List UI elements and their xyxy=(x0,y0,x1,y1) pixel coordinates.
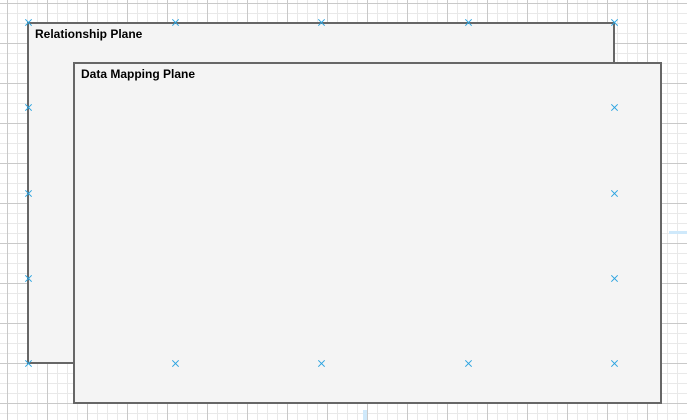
connection-point-icon[interactable] xyxy=(24,274,33,283)
connection-point-icon[interactable] xyxy=(317,18,326,27)
page-boundary-mark xyxy=(669,231,687,234)
connection-point-icon[interactable] xyxy=(610,359,619,368)
connection-point-icon[interactable] xyxy=(464,359,473,368)
connection-point-icon[interactable] xyxy=(24,18,33,27)
connection-point-icon[interactable] xyxy=(610,274,619,283)
connection-point-icon[interactable] xyxy=(171,359,180,368)
connection-point-icon[interactable] xyxy=(24,359,33,368)
data-mapping-plane-label: Data Mapping Plane xyxy=(81,67,196,81)
connection-point-icon[interactable] xyxy=(610,103,619,112)
connection-point-icon[interactable] xyxy=(24,189,33,198)
connection-point-icon[interactable] xyxy=(171,18,180,27)
page-boundary-mark xyxy=(363,410,367,420)
connection-point-icon[interactable] xyxy=(464,18,473,27)
data-mapping-plane-shape[interactable]: Data Mapping Plane xyxy=(73,62,662,404)
connection-point-icon[interactable] xyxy=(610,189,619,198)
connection-point-icon[interactable] xyxy=(24,103,33,112)
relationship-plane-label: Relationship Plane xyxy=(35,27,143,41)
connection-point-icon[interactable] xyxy=(317,359,326,368)
connection-point-icon[interactable] xyxy=(610,18,619,27)
